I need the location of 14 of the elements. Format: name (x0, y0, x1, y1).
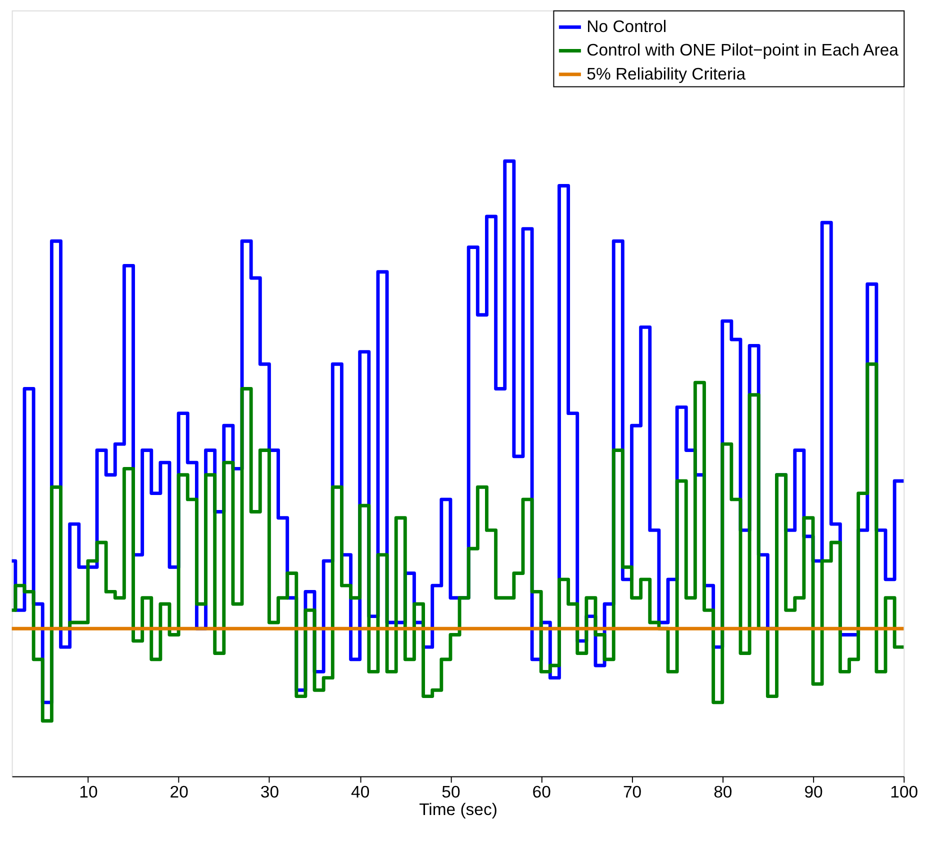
x-tick-label: 50 (442, 782, 460, 802)
legend-label: Control with ONE Pilot−point in Each Area (586, 40, 900, 60)
x-tick-label: 60 (532, 782, 551, 802)
x-axis-title: Time (sec) (419, 800, 498, 820)
x-tick-label: 70 (622, 782, 642, 802)
x-tick-label: 100 (890, 782, 918, 802)
x-tick-label: 20 (170, 782, 188, 802)
x-tick-label: 30 (260, 782, 280, 802)
x-tick-label: 80 (714, 782, 732, 802)
x-tick-label: 40 (351, 782, 370, 802)
x-tick-label: 10 (79, 782, 98, 802)
x-tick-label: 90 (804, 782, 823, 802)
legend-label: 5% Reliability Criteria (586, 64, 746, 84)
legend-label: No Control (586, 17, 667, 36)
